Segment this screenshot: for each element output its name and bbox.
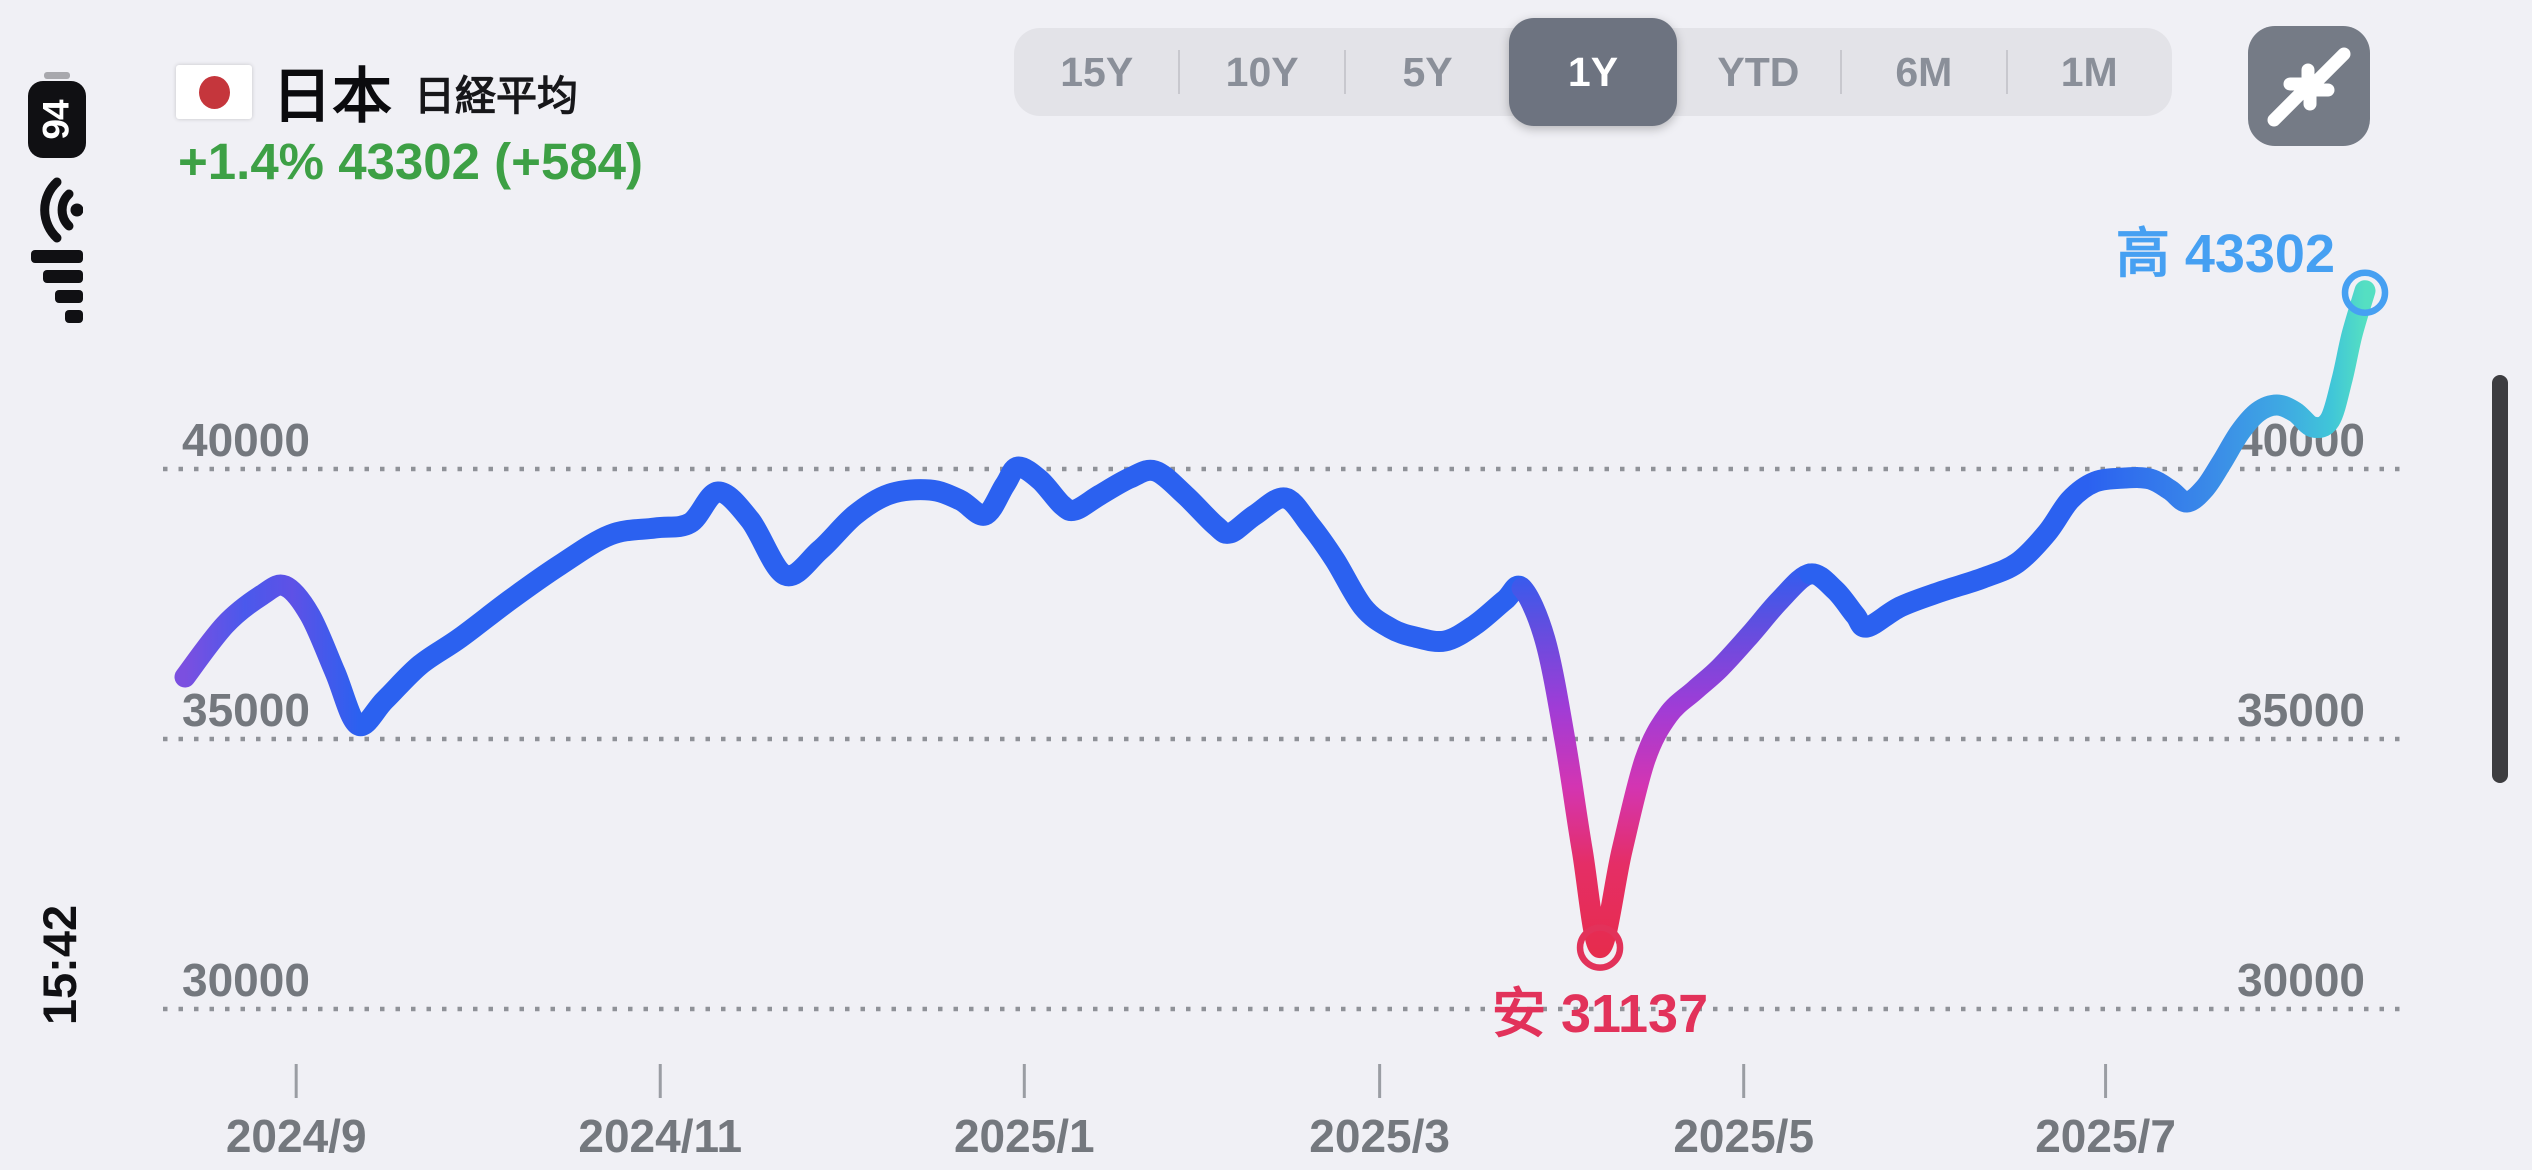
range-option-label: 1Y: [1567, 48, 1619, 95]
low-point-marker: [1576, 924, 1624, 971]
x-axis-label: 2025/5: [1673, 1110, 1814, 1162]
x-axis-label: 2024/11: [578, 1110, 742, 1162]
range-option-label: YTD: [1717, 48, 1800, 95]
cellular-signal-icon: [31, 250, 83, 323]
x-axis-label: 2025/7: [2035, 1110, 2176, 1162]
collapse-arrows-icon: [2267, 47, 2351, 127]
instrument-header: 日本 日経平均: [176, 48, 578, 135]
range-option-ytd[interactable]: YTD: [1676, 28, 1841, 116]
x-axis-label: 2024/9: [226, 1110, 367, 1162]
range-option-label: 1M: [2060, 48, 2118, 95]
low-annotation: 安 31137: [1492, 984, 1708, 1044]
index-name: 日経平均: [414, 72, 578, 119]
segment-divider: [1343, 50, 1346, 94]
wifi-icon: [40, 177, 83, 243]
flag-red-circle: [199, 75, 230, 109]
high-point-marker: [2341, 269, 2389, 316]
range-option-5y[interactable]: 5Y: [1343, 28, 1510, 116]
collapse-chart-button[interactable]: [2248, 26, 2370, 146]
price-line-crash: [1511, 563, 1821, 959]
range-option-15y[interactable]: 15Y: [1014, 28, 1179, 116]
price-line-main: [174, 456, 1533, 736]
y-axis-label-left: 35000: [182, 684, 310, 736]
segment-divider: [1178, 50, 1181, 94]
range-option-10y[interactable]: 10Y: [1178, 28, 1344, 116]
battery-body: 94: [28, 81, 86, 158]
battery-nub: [44, 72, 70, 79]
range-option-label: 10Y: [1225, 48, 1299, 95]
range-option-label: 5Y: [1402, 48, 1453, 95]
range-option-6m[interactable]: 6M: [1840, 28, 2006, 116]
segment-divider: [2005, 50, 2008, 94]
range-option-1m[interactable]: 1M: [2005, 28, 2172, 116]
high-annotation: 高 43302: [2116, 224, 2335, 284]
country-name: 日本: [272, 63, 392, 130]
scroll-indicator[interactable]: [2492, 375, 2508, 783]
y-axis-label-right: 30000: [2237, 954, 2365, 1006]
selected-segment-pill: [1508, 18, 1677, 126]
y-axis-label-left: 40000: [182, 414, 310, 466]
x-axis-label: 2025/3: [1309, 1110, 1450, 1162]
price-change-text: +1.4% 43302 (+584): [178, 133, 644, 190]
time-range-selector: 15Y 10Y 5Y 1Y YTD 6M 1M: [1014, 18, 2172, 126]
segment-divider: [1840, 50, 1843, 94]
battery-indicator: 94: [28, 72, 86, 158]
y-axis-label-left: 30000: [182, 954, 310, 1006]
range-option-label: 15Y: [1060, 48, 1134, 95]
range-option-1y[interactable]: 1Y: [1508, 18, 1677, 126]
y-axis-label-right: 35000: [2237, 684, 2365, 736]
price-line-recovery: [1799, 280, 2376, 638]
japan-flag-icon: [176, 64, 252, 119]
range-option-label: 6M: [1895, 48, 1953, 95]
x-axis-label: 2025/1: [954, 1110, 1095, 1162]
